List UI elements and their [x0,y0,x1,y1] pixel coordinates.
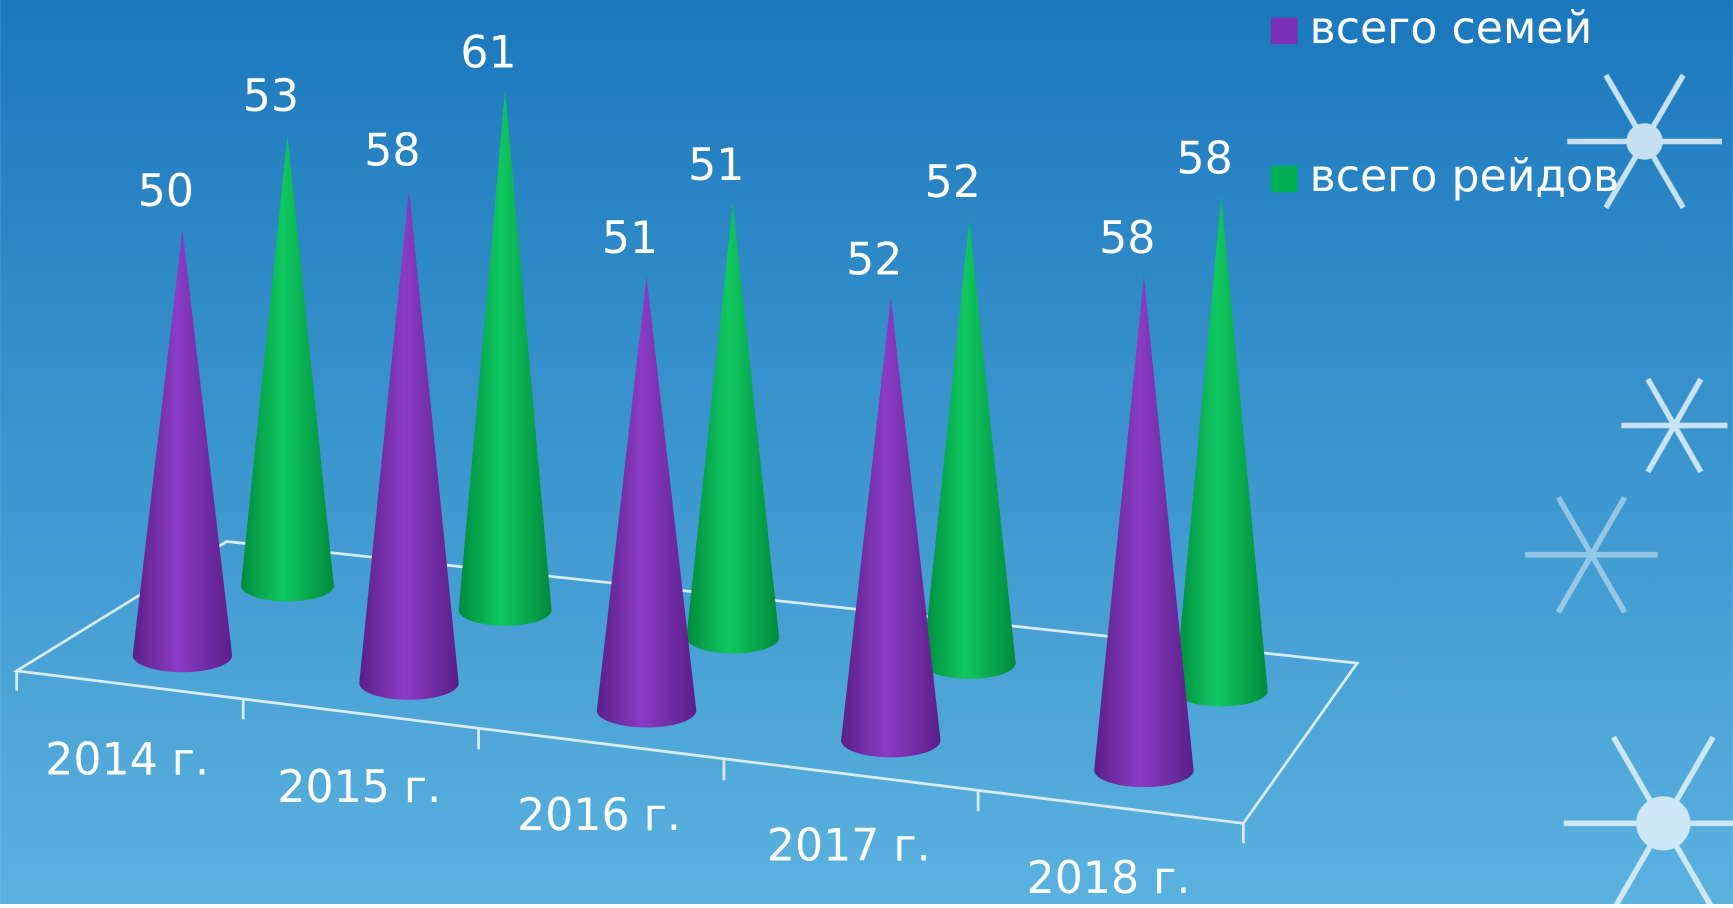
cone [1174,196,1268,707]
data-label: 52 [925,157,981,208]
cone [359,189,459,700]
x-tick-label: 2018 г. [1027,853,1191,904]
data-label: 53 [243,71,299,122]
cone [596,276,697,728]
cone [922,220,1016,679]
data-label: 52 [846,234,902,285]
cone [686,203,780,654]
legend-swatch [1270,165,1298,193]
legend-label: всего рейдов [1310,151,1619,202]
x-tick-label: 2016 г. [517,790,681,841]
legend-swatch [1270,17,1298,45]
data-label: 51 [602,213,658,264]
legend-label: всего семей [1310,3,1593,54]
cone [132,229,233,673]
data-label: 50 [138,166,194,217]
data-label: 51 [688,140,744,191]
x-tick-label: 2017 г. [767,821,931,872]
data-label: 58 [1177,133,1233,184]
cone [458,90,552,626]
x-tick-label: 2015 г. [277,762,441,813]
data-label: 61 [460,27,516,78]
x-tick-label: 2014 г. [45,735,209,786]
cone [240,134,334,602]
category-ticks [15,670,1245,844]
snowflakes [1525,73,1733,908]
cone [1094,276,1194,788]
data-label: 58 [1099,213,1155,264]
cone [841,297,941,758]
data-label: 58 [364,126,420,177]
